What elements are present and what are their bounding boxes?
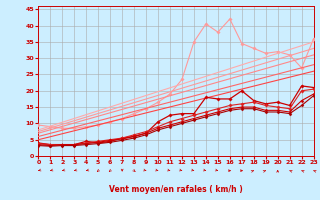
X-axis label: Vent moyen/en rafales ( km/h ): Vent moyen/en rafales ( km/h ) bbox=[109, 185, 243, 194]
